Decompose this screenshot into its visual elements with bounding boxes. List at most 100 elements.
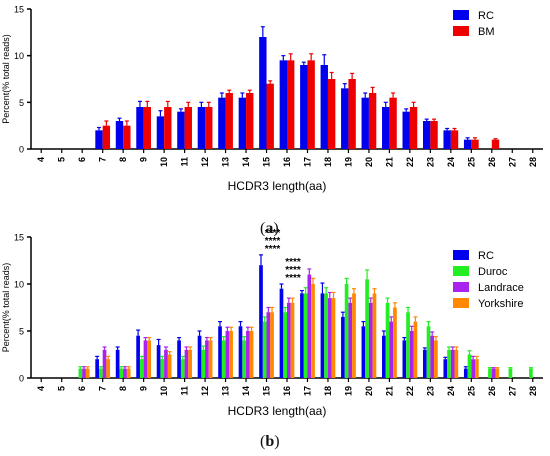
- bar-rc: [443, 130, 451, 149]
- bar-rc: [382, 107, 390, 149]
- x-tick-label: 12: [200, 386, 210, 396]
- legend-label-bm: BM: [478, 26, 495, 38]
- bar-landrace: [430, 335, 435, 378]
- bar-rc: [197, 335, 202, 378]
- bar-yorkshire: [352, 293, 356, 378]
- bar-bm: [491, 139, 500, 149]
- bar-duroc: [406, 312, 410, 378]
- bar-duroc: [139, 359, 144, 378]
- legend-swatch-rc: [453, 10, 469, 20]
- x-tick-label: 14: [241, 386, 251, 396]
- x-tick-label: 19: [343, 157, 353, 167]
- legend-swatch-landrace: [453, 282, 469, 292]
- bar-bm: [409, 107, 418, 149]
- bar-yorkshire: [147, 340, 152, 378]
- significance-mark: ****: [285, 265, 301, 276]
- x-tick-label: 12: [200, 157, 210, 167]
- x-tick-label: 22: [405, 386, 415, 396]
- x-tick-label: 11: [180, 386, 190, 396]
- legend-swatch-yorkshire: [453, 298, 469, 308]
- x-tick-label: 18: [323, 386, 333, 396]
- bar-rc: [341, 316, 345, 378]
- x-tick-label: 10: [159, 386, 169, 396]
- bar-rc: [402, 340, 407, 378]
- bar-rc: [259, 265, 263, 378]
- bar-bm: [287, 60, 295, 150]
- y-tick-label: 0: [19, 145, 24, 155]
- bar-landrace: [143, 340, 148, 378]
- bar-duroc: [221, 340, 226, 378]
- bar-duroc: [344, 284, 349, 378]
- bar-duroc: [180, 359, 185, 378]
- bar-rc: [115, 121, 124, 149]
- x-tick-label: 15: [262, 386, 272, 396]
- chart-panel-a: 0 5 10 15 Percent(% total reads) 4 5 6 7 8 9 10 11 12…: [1, 5, 543, 193]
- x-tick-label: 8: [118, 157, 128, 162]
- x-tick-label: 27: [507, 157, 517, 167]
- bar-bm: [327, 79, 336, 149]
- legend-label-duroc: Duroc: [478, 266, 508, 278]
- bar-yorkshire: [290, 302, 295, 378]
- bar-rc: [136, 107, 144, 149]
- y-axis-label: Percent(% total reads): [1, 263, 11, 353]
- bar-yorkshire: [85, 368, 90, 378]
- x-tick-label: 28: [528, 157, 538, 167]
- x-tick-label: 9: [139, 157, 149, 162]
- x-tick-label: 7: [98, 386, 108, 391]
- x-tick-label: 5: [57, 386, 67, 391]
- bar-yorkshire: [495, 368, 500, 378]
- bar-bm: [266, 83, 274, 149]
- bar-duroc: [365, 279, 369, 378]
- y-tick-label: 10: [14, 51, 24, 61]
- bar-landrace: [471, 359, 476, 378]
- x-tick-label: 8: [118, 386, 128, 391]
- legend-swatch-duroc: [453, 266, 469, 276]
- y-axis-label: Percent(% total reads): [1, 34, 11, 124]
- x-tick-label: 17: [302, 157, 312, 167]
- bar-bm: [184, 107, 192, 149]
- y-tick-label: 15: [14, 5, 24, 15]
- bar-yorkshire: [126, 368, 131, 378]
- x-axis-label: HCDR3 length(aa): [228, 179, 327, 193]
- bar-bm: [430, 121, 438, 149]
- bar-bm: [143, 107, 152, 149]
- chart-panel-b: 0 5 10 15 Percent(% total reads) 4 5 6 7 8 9 10 11 12…: [1, 228, 543, 418]
- panel-caption-a: (a): [260, 220, 279, 237]
- bar-bm: [102, 125, 111, 149]
- x-tick-label: 4: [36, 157, 46, 162]
- x-tick-label: 21: [384, 386, 394, 396]
- bar-duroc: [119, 368, 124, 378]
- bar-yorkshire: [311, 284, 315, 378]
- legend-label-landrace: Landrace: [478, 282, 524, 294]
- bar-duroc: [98, 368, 103, 378]
- bar-bm: [123, 125, 131, 149]
- bar-bm: [389, 97, 397, 149]
- bar-yorkshire: [229, 331, 233, 378]
- legend-swatch-bm: [453, 26, 469, 36]
- bar-rc: [320, 293, 325, 378]
- bar-landrace: [184, 349, 189, 378]
- bar-duroc: [303, 293, 308, 378]
- bar-rc: [177, 340, 181, 378]
- x-tick-label: 7: [98, 157, 108, 162]
- x-tick-label: 13: [221, 157, 231, 167]
- bar-rc: [238, 97, 247, 149]
- bar-yorkshire: [475, 359, 479, 378]
- x-tick-label: 5: [57, 157, 67, 162]
- bar-rc: [156, 345, 161, 378]
- significance-mark: ****: [285, 273, 301, 284]
- x-tick-label: 18: [323, 157, 333, 167]
- legend-label-rc: RC: [478, 250, 494, 262]
- x-tick-label: 19: [343, 386, 353, 396]
- x-tick-label: 16: [282, 157, 292, 167]
- x-axis-label: HCDR3 length(aa): [228, 404, 327, 418]
- x-tick-label: 17: [302, 386, 312, 396]
- bar-rc: [279, 60, 287, 150]
- bar-rc: [115, 349, 120, 378]
- bar-duroc: [447, 349, 451, 378]
- bar-bm: [471, 139, 479, 149]
- bar-yorkshire: [249, 331, 254, 378]
- bar-duroc: [160, 359, 165, 378]
- bar-rc: [422, 349, 427, 378]
- bar-rc: [300, 65, 308, 149]
